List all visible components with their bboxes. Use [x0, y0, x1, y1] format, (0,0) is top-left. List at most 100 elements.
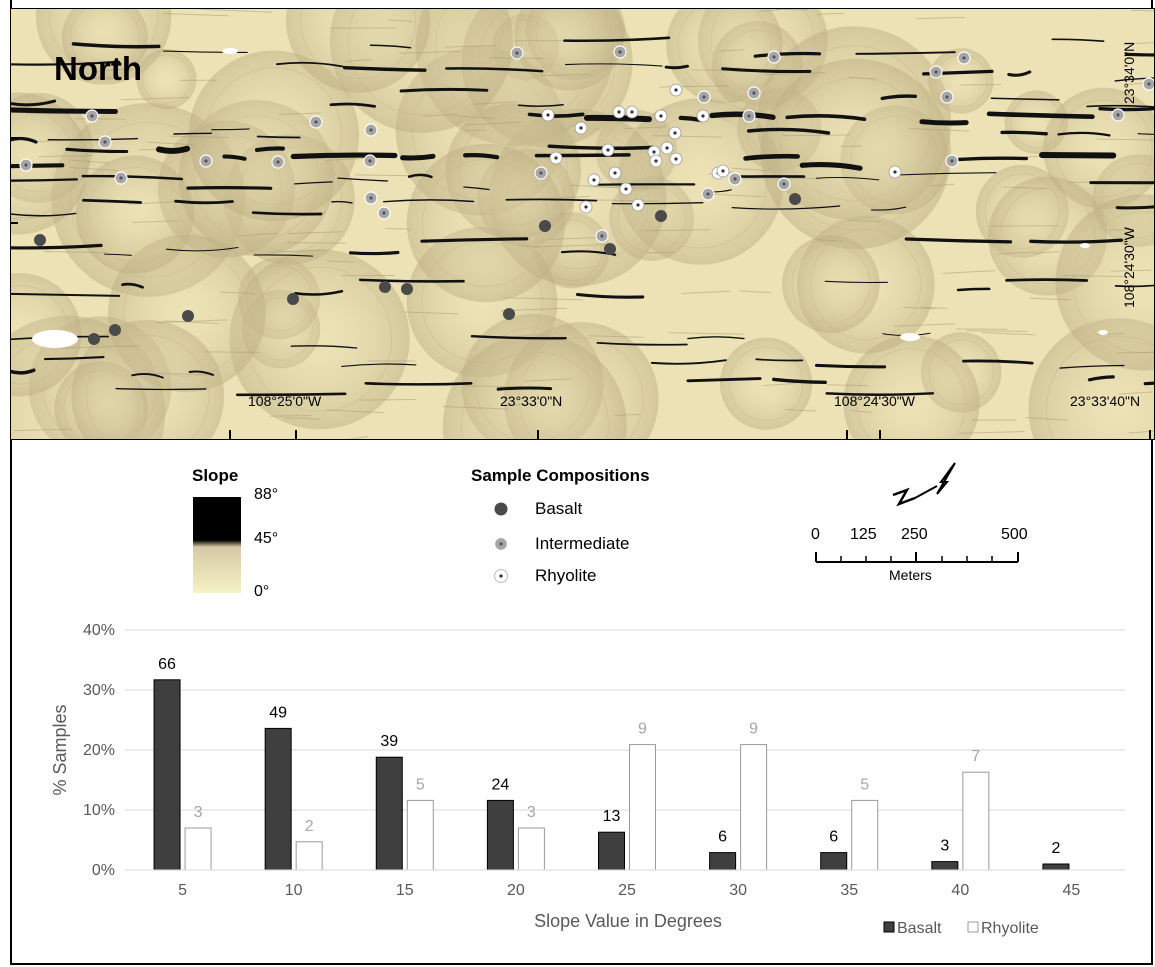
chart-canvas: 0%10%20%30%40%66354921039515243201392569…: [50, 622, 1125, 937]
terrain-mottle: [760, 58, 952, 250]
basalt-sample-point: [182, 310, 194, 322]
terrain-lineation: [220, 291, 255, 295]
fault-scarp: [564, 63, 663, 67]
terrain-contour: [791, 244, 871, 324]
basalt-sample-point: [401, 283, 413, 295]
rhyolite-sample-center: [721, 169, 725, 173]
slope-label-max: 88°: [254, 486, 279, 503]
terrain-mottle: [782, 235, 880, 333]
terrain-lineation: [43, 251, 107, 254]
terrain-lineation: [1128, 430, 1155, 434]
coord-label-lat-2: 23°33'40"N: [1070, 393, 1140, 409]
fault-scarp: [1057, 131, 1111, 137]
fault-scarp: [990, 97, 1060, 101]
terrain-lineation: [539, 73, 589, 77]
fault-scarp: [222, 154, 247, 161]
terrain-lineation: [1029, 297, 1072, 301]
terrain-lineation: [1025, 417, 1069, 421]
y-tick-label: 20%: [83, 742, 115, 759]
legend-swatch-rhyolite: [967, 921, 979, 933]
terrain-lineation: [547, 195, 590, 199]
terrain-lineation: [681, 290, 731, 295]
fault-scarp: [399, 87, 489, 93]
fault-scarp: [382, 199, 475, 203]
x-axis-title: Slope Value in Degrees: [534, 911, 722, 931]
fault-scarp: [290, 152, 398, 160]
terrain-lineation: [731, 167, 770, 172]
intermediate-sample-center: [382, 211, 386, 215]
bar-rhyolite: [962, 771, 990, 871]
basalt-sample-point: [539, 220, 551, 232]
terrain-mottle: [1004, 90, 1068, 154]
bar-basalt: [820, 852, 848, 871]
fault-scarp: [8, 178, 78, 182]
rhyolite-sample-center: [613, 171, 617, 175]
fault-scarp: [235, 392, 347, 397]
terrain-lineation: [585, 199, 659, 202]
intermediate-sample-center: [204, 159, 208, 163]
y-tick-label: 0%: [92, 862, 115, 879]
fault-scarp: [341, 363, 417, 367]
y-axis-title: % Samples: [50, 704, 70, 795]
intermediate-sample-center: [1147, 82, 1151, 86]
intermediate-sample-center: [702, 95, 706, 99]
intermediate-sample-center: [515, 51, 519, 55]
data-label-basalt: 49: [269, 704, 287, 721]
data-label-rhyolite: 2: [305, 818, 314, 835]
terrain-lineation: [762, 382, 796, 387]
terrain-lineation: [1118, 391, 1153, 395]
terrain-contour: [1054, 99, 1153, 198]
fault-scarp: [534, 153, 631, 158]
data-label-basalt: 13: [603, 808, 621, 825]
fault-scarp: [1114, 77, 1155, 82]
terrain-lineation: [652, 135, 722, 138]
rhyolite-sample-center: [624, 187, 628, 191]
terrain-lineation: [90, 77, 117, 79]
legend-item-basalt: Basalt: [492, 500, 582, 518]
terrain-lineation: [385, 227, 411, 230]
scale-unit-label: Meters: [889, 567, 932, 583]
fault-scarp: [470, 334, 567, 340]
terrain-lineation: [278, 112, 321, 115]
fault-scarp: [8, 292, 121, 297]
terrain-mottle: [229, 249, 410, 430]
terrain-lineation: [204, 351, 260, 353]
fault-scarp: [1000, 130, 1048, 136]
rhyolite-sample-center: [665, 146, 669, 150]
terrain-lineation: [269, 249, 327, 253]
basalt-sample-point: [34, 234, 46, 246]
terrain-lineation: [505, 297, 583, 301]
terrain-lineation: [325, 409, 384, 414]
fault-scarp: [254, 146, 285, 153]
terrain-lineation: [776, 8, 809, 11]
terrain-lineation: [345, 58, 373, 62]
terrain-mottle: [406, 143, 566, 303]
basalt-sample-point: [109, 324, 121, 336]
bar-rhyolite: [295, 841, 323, 871]
terrain-lineation: [714, 193, 763, 198]
fault-scarp: [1124, 52, 1155, 57]
bar-rhyolite: [517, 827, 545, 871]
fault-scarp: [407, 173, 433, 179]
fault-scarp: [7, 107, 118, 115]
terrain-lineation: [517, 244, 539, 248]
fault-scarp: [121, 282, 144, 289]
fault-scarp: [420, 237, 529, 243]
terrain-lineation: [132, 220, 178, 223]
intermediate-sample-center: [368, 159, 372, 163]
terrain-lineation: [405, 311, 459, 315]
fault-scarp: [1059, 364, 1125, 369]
fault-scarp: [1089, 181, 1155, 185]
fault-scarp: [815, 363, 887, 369]
fault-scarp: [1007, 70, 1032, 77]
terrain-lineation: [69, 166, 118, 171]
terrain-lineation: [850, 410, 873, 413]
terrain-lineation: [473, 101, 518, 105]
fault-scarp: [9, 212, 77, 217]
terrain-lineation: [647, 251, 675, 254]
slope-map: North 108°25'0"W 23°33'0"N 108°24'30"W 2…: [0, 0, 1155, 518]
terrain-mottle: [188, 50, 360, 222]
terrain-lineation: [1003, 186, 1047, 190]
terrain-mottle: [71, 320, 225, 473]
terrain-lineation: [285, 417, 320, 420]
